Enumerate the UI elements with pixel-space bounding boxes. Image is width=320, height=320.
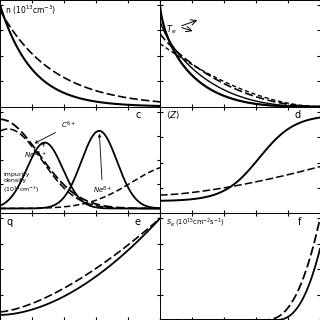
Text: f: f <box>297 217 301 227</box>
Text: $S_e$ $(10^{15}$cm$^{-2}$s$^{-1})$: $S_e$ $(10^{15}$cm$^{-2}$s$^{-1})$ <box>166 217 225 229</box>
Text: $Ne^{10+}$: $Ne^{10+}$ <box>24 143 47 161</box>
Text: c: c <box>135 110 141 120</box>
Text: $C^{6+}$: $C^{6+}$ <box>35 120 76 143</box>
Text: $T_e$: $T_e$ <box>166 24 177 36</box>
Text: impurity
density
$(10^{11}$cm$^{-3})$: impurity density $(10^{11}$cm$^{-3})$ <box>3 172 39 195</box>
Text: e: e <box>135 217 141 227</box>
Text: $\langle Z \rangle$: $\langle Z \rangle$ <box>166 110 181 121</box>
Text: $Ne^{8+}$: $Ne^{8+}$ <box>93 135 112 196</box>
Text: n $(10^{13}$cm$^{-3})$: n $(10^{13}$cm$^{-3})$ <box>5 3 56 17</box>
Text: q: q <box>6 217 12 227</box>
Text: d: d <box>295 110 301 120</box>
